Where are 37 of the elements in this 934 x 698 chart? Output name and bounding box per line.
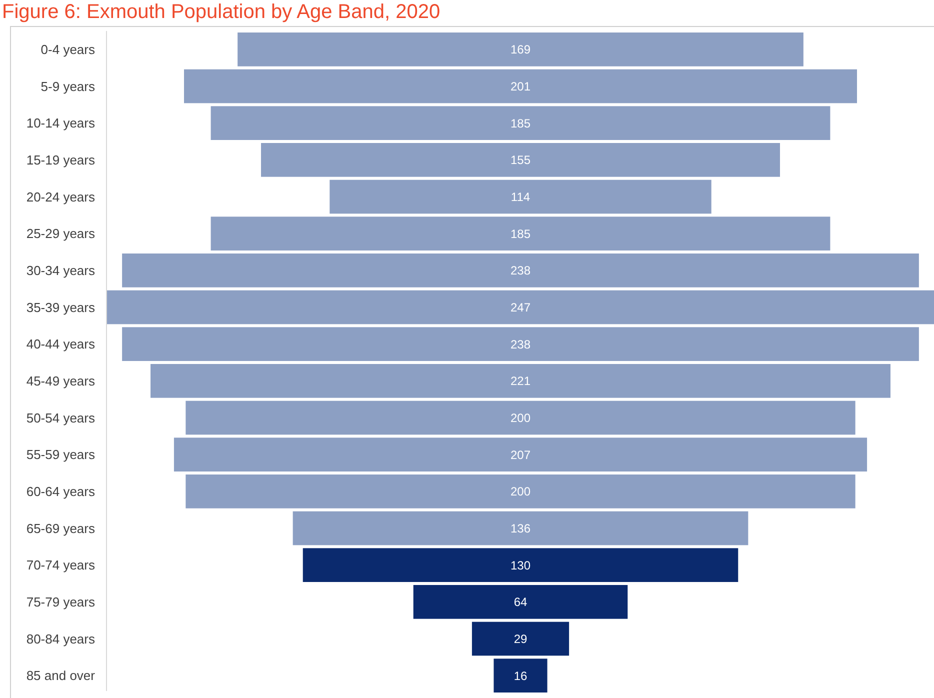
data-label: 169 <box>510 42 531 57</box>
data-label: 200 <box>510 411 531 426</box>
category-label: 25-29 years <box>26 226 96 242</box>
data-label: 221 <box>510 374 531 388</box>
category-label: 15-19 years <box>26 152 96 168</box>
data-label: 64 <box>514 595 528 610</box>
data-label: 29 <box>514 632 528 646</box>
data-label: 155 <box>510 153 531 168</box>
category-label: 5-9 years <box>40 78 96 94</box>
category-label: 20-24 years <box>26 189 96 204</box>
category-label: 0-4 years <box>40 42 96 57</box>
data-label: 130 <box>510 558 531 572</box>
data-label: 16 <box>514 668 528 683</box>
category-label: 30-34 years <box>26 262 96 278</box>
data-label: 200 <box>510 484 531 499</box>
text: Figure 6: Exmouth Population by Age Band, 2020 <box>2 0 440 24</box>
category-label: 70-74 years <box>26 558 96 573</box>
category-label: 10-14 years <box>26 116 96 131</box>
data-label: 185 <box>510 116 531 130</box>
data-label: 238 <box>510 264 531 278</box>
data-label: 201 <box>510 80 531 94</box>
category-label: 40-44 years <box>26 336 96 352</box>
data-label: 247 <box>510 300 531 315</box>
category-label: 65-69 years <box>26 520 96 536</box>
data-label: 185 <box>510 226 531 241</box>
category-label: 80-84 years <box>26 631 96 646</box>
category-label: 35-39 years <box>26 300 96 315</box>
data-label: 238 <box>510 337 531 352</box>
category-label: 60-64 years <box>26 484 96 499</box>
category-label: 50-54 years <box>26 410 96 426</box>
category-label: 75-79 years <box>26 594 96 610</box>
category-label: 45-49 years <box>26 373 96 388</box>
data-label: 114 <box>510 190 530 204</box>
data-label: 136 <box>510 522 531 536</box>
data-label: 207 <box>510 448 531 462</box>
category-label: 55-59 years <box>26 447 96 462</box>
category-label: 85 and over <box>26 668 96 684</box>
